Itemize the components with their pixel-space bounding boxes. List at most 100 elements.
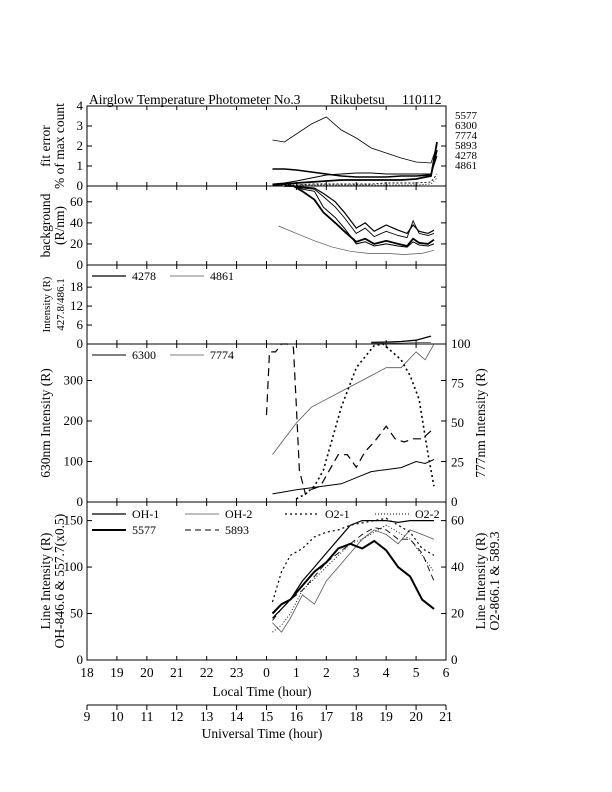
- y-axis-label: OH-846.6 & 557.7(x0.5): [52, 514, 67, 649]
- y-tick-label: 150: [64, 513, 84, 528]
- right-series-label: 5893: [455, 140, 478, 152]
- legend-label: 5577: [132, 523, 156, 537]
- legend-label: 5893: [225, 523, 249, 537]
- y-tick-label: 100: [64, 559, 84, 574]
- y-tick-label: 60: [70, 194, 83, 209]
- y-axis-label: fit error: [38, 125, 53, 167]
- y-axis-label: Intensity (R): [41, 276, 53, 332]
- series-line-7774: [272, 149, 438, 178]
- y-tick-label: 2: [77, 138, 84, 153]
- y-right-tick-label: 40: [451, 559, 464, 574]
- ut-tick-label: 12: [170, 709, 184, 724]
- local-tick-label: 5: [413, 665, 420, 680]
- y-tick-label: 4: [77, 98, 84, 113]
- ut-tick-label: 17: [320, 709, 334, 724]
- ut-tick-label: 21: [439, 709, 453, 724]
- y-tick-label: 0: [77, 652, 84, 667]
- ut-tick-label: 14: [230, 709, 244, 724]
- title-instrument: Airglow Temperature Photometer No.3: [89, 92, 301, 107]
- y-tick-label: 18: [70, 279, 83, 294]
- right-series-label: 7774: [455, 130, 478, 142]
- ut-tick-label: 20: [409, 709, 423, 724]
- panel-frame: [86, 185, 447, 266]
- local-tick-label: 23: [230, 665, 244, 680]
- y-axis-label: 427.8/486.1: [55, 278, 67, 331]
- local-tick-label: 19: [110, 665, 124, 680]
- local-tick-label: 6: [443, 665, 450, 680]
- local-tick-label: 20: [140, 665, 154, 680]
- y-tick-label: 20: [70, 236, 83, 251]
- series-line-s3: [284, 185, 435, 235]
- series-line-6300: [272, 459, 435, 495]
- legend-label: 6300: [132, 348, 156, 362]
- y-tick-label: 0: [77, 257, 84, 272]
- y-tick-label: 3: [77, 118, 84, 133]
- ut-label: Universal Time (hour): [202, 726, 323, 741]
- series-line-dotted: [296, 343, 435, 500]
- y-right-tick-label: 25: [451, 455, 464, 470]
- local-tick-label: 21: [170, 665, 184, 680]
- series-line-s2: [284, 185, 435, 239]
- y-axis-label: (R/nm): [52, 206, 67, 245]
- series-line-s1: [284, 185, 435, 248]
- y-tick-label: 12: [70, 298, 83, 313]
- y-right-tick-label: 75: [451, 376, 464, 391]
- title-station: Rikubetsu: [330, 92, 385, 107]
- series-line-5893: [272, 527, 435, 621]
- ut-tick-label: 16: [290, 709, 304, 724]
- y-tick-label: 0: [77, 494, 84, 509]
- right-series-label: 4278: [455, 150, 478, 162]
- local-tick-label: 18: [80, 665, 94, 680]
- series-line-OH-2: [272, 529, 435, 633]
- y-axis-label: background: [38, 193, 53, 257]
- ut-tick-label: 11: [140, 709, 153, 724]
- y-right-tick-label: 20: [451, 606, 464, 621]
- local-tick-label: 4: [383, 665, 390, 680]
- y-right-tick-label: 60: [451, 513, 464, 528]
- y-tick-label: 50: [70, 606, 83, 621]
- y-tick-label: 200: [64, 413, 84, 428]
- legend-label: 4861: [210, 269, 234, 283]
- y-tick-label: 1: [77, 158, 84, 173]
- series-line-5893: [272, 155, 438, 185]
- local-time-label: Local Time (hour): [213, 684, 312, 699]
- ut-tick-label: 9: [84, 709, 91, 724]
- y-right-tick-label: 50: [451, 415, 464, 430]
- local-tick-label: 1: [293, 665, 300, 680]
- local-tick-label: 3: [353, 665, 360, 680]
- ut-tick-label: 18: [350, 709, 364, 724]
- y-right-axis-label: Line Intensity (R): [473, 533, 488, 630]
- legend-label: OH-2: [225, 507, 252, 521]
- series-line-5577: [272, 141, 438, 186]
- y-tick-label: 6: [77, 317, 84, 332]
- y-right-axis-label: O2-866.1 & 589.3: [487, 531, 502, 630]
- y-right-axis-label: 777nm Intensity (R): [473, 368, 488, 478]
- legend-label: OH-1: [132, 507, 159, 521]
- series-line-5577: [271, 539, 435, 615]
- ut-tick-label: 15: [260, 709, 274, 724]
- legend-label: O2-1: [325, 507, 350, 521]
- y-tick-label: 0: [77, 336, 84, 351]
- series-line-4278: [371, 335, 432, 344]
- series-line-OH-1: [272, 519, 434, 619]
- title-date: 110112: [402, 92, 442, 107]
- y-axis-label: % of max count: [52, 103, 67, 189]
- series-line-s0: [284, 185, 435, 248]
- right-series-label: 6300: [455, 120, 478, 132]
- series-line-6300: [272, 116, 438, 164]
- y-axis-label: Line Intensity (R): [38, 533, 53, 630]
- ut-tick-label: 13: [200, 709, 214, 724]
- ut-tick-label: 10: [110, 709, 124, 724]
- y-tick-label: 0: [77, 178, 84, 193]
- right-series-label: 5577: [455, 110, 478, 122]
- ut-tick-label: 19: [379, 709, 393, 724]
- y-axis-label: 630nm Intensity (R): [38, 368, 53, 478]
- y-tick-label: 300: [64, 372, 84, 387]
- series-line-s4: [278, 225, 435, 255]
- series-line-7774: [272, 343, 435, 455]
- local-tick-label: 22: [200, 665, 214, 680]
- legend-label: 7774: [210, 348, 234, 362]
- legend-label: 4278: [132, 269, 156, 283]
- y-right-tick-label: 0: [451, 652, 458, 667]
